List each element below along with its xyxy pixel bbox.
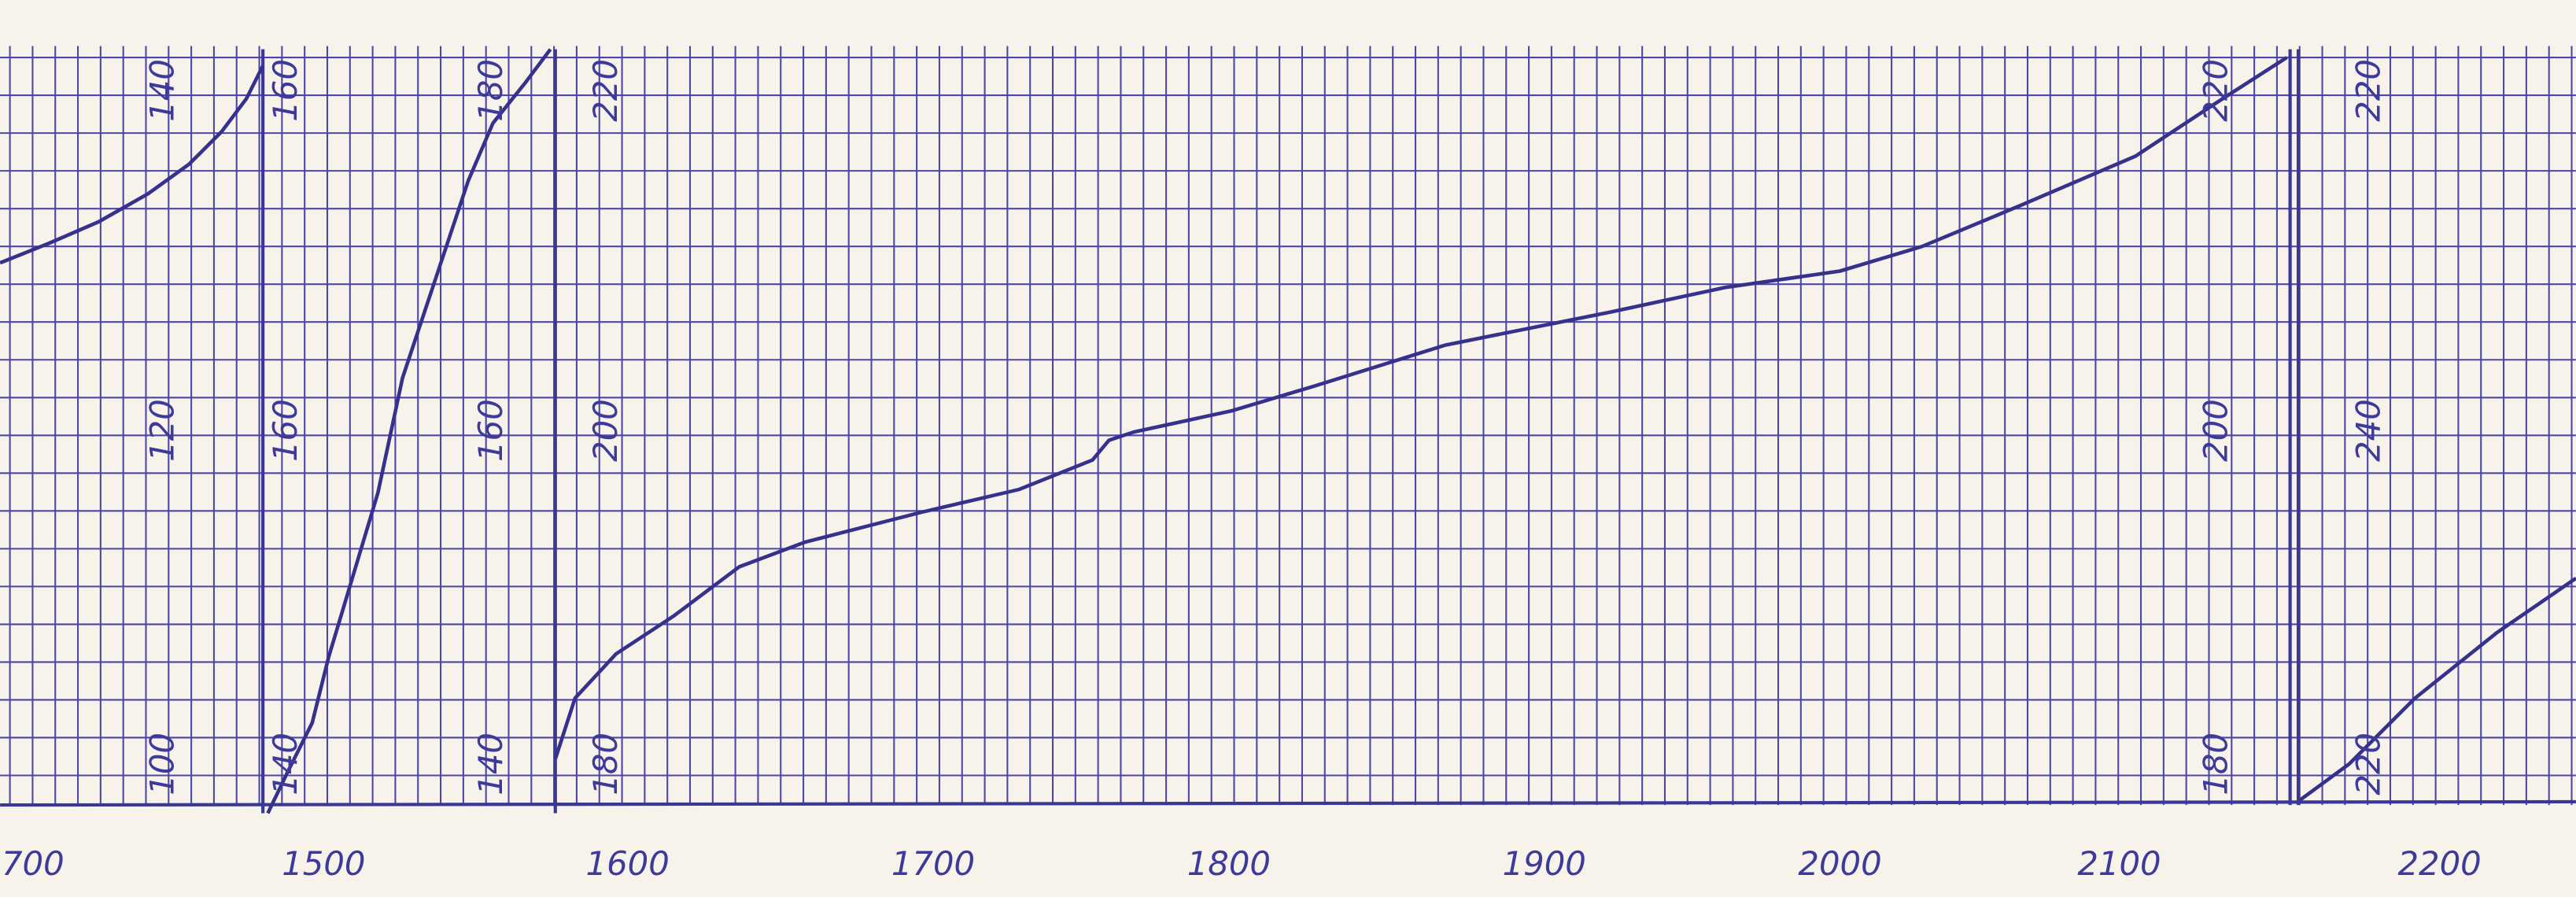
scale-label: 140 — [471, 733, 510, 795]
scale-label: 180 — [2196, 733, 2235, 795]
grid — [0, 46, 2576, 807]
scale-label: 140 — [266, 733, 304, 795]
labels: 700 1500 1600 1700 1800 1900 2000 2100 2200 140 12… — [2, 59, 2482, 883]
trace — [266, 48, 552, 814]
axis-label: 1800 — [1187, 844, 1271, 883]
axis-label: 1500 — [282, 844, 365, 883]
trace — [2298, 577, 2576, 802]
axis-label: 2100 — [2077, 844, 2161, 883]
axis-label: 1700 — [891, 844, 975, 883]
scale-label: 240 — [2349, 399, 2387, 462]
scale-label: 220 — [2349, 59, 2387, 122]
scale-label: 220 — [586, 59, 625, 122]
trace — [553, 56, 2288, 760]
scale-label: 160 — [266, 59, 304, 122]
axis-label: 2200 — [2397, 844, 2481, 883]
axis-label: 2000 — [1798, 844, 1881, 883]
scale-label: 160 — [471, 399, 510, 462]
scale-label: 160 — [266, 399, 304, 462]
scale-label: 180 — [471, 59, 510, 122]
scale-label: 140 — [142, 59, 181, 122]
scale-label: 100 — [142, 733, 181, 795]
scale-label: 220 — [2349, 733, 2387, 795]
scale-label: 200 — [586, 399, 625, 462]
scale-label: 220 — [2196, 59, 2235, 122]
scale-label: 200 — [2196, 399, 2235, 462]
axis-label: 700 — [2, 844, 65, 883]
axis-label: 1900 — [1503, 844, 1586, 883]
grid-line — [0, 799, 2576, 807]
scale-label: 180 — [586, 733, 625, 795]
trace — [0, 65, 265, 265]
axis-label: 1600 — [586, 844, 670, 883]
scale-label: 120 — [142, 399, 181, 462]
